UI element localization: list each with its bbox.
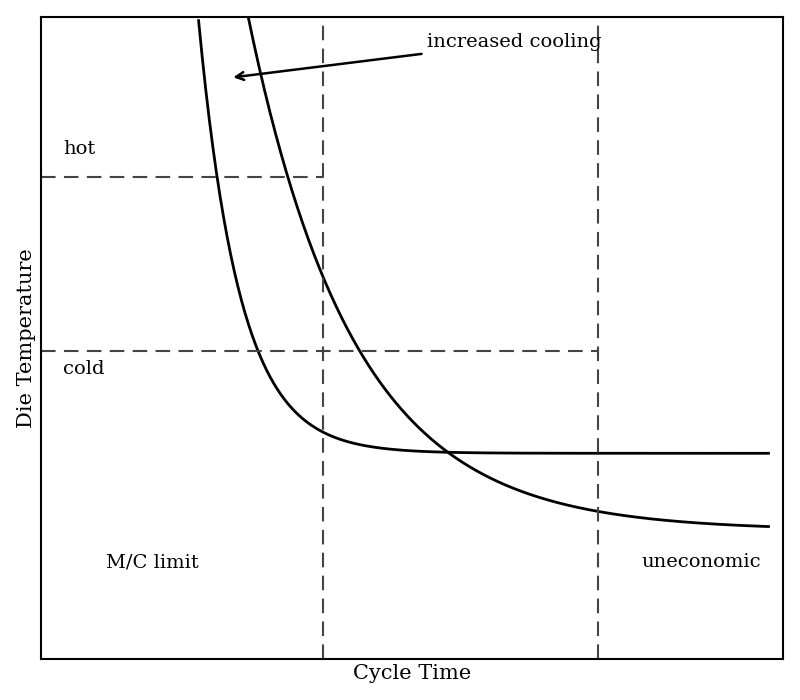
Text: increased cooling: increased cooling: [236, 34, 602, 80]
Text: uneconomic: uneconomic: [642, 554, 762, 571]
Text: hot: hot: [63, 140, 96, 158]
Text: M/C limit: M/C limit: [106, 554, 199, 571]
Text: cold: cold: [63, 360, 105, 378]
X-axis label: Cycle Time: Cycle Time: [353, 664, 471, 683]
Y-axis label: Die Temperature: Die Temperature: [17, 248, 36, 428]
